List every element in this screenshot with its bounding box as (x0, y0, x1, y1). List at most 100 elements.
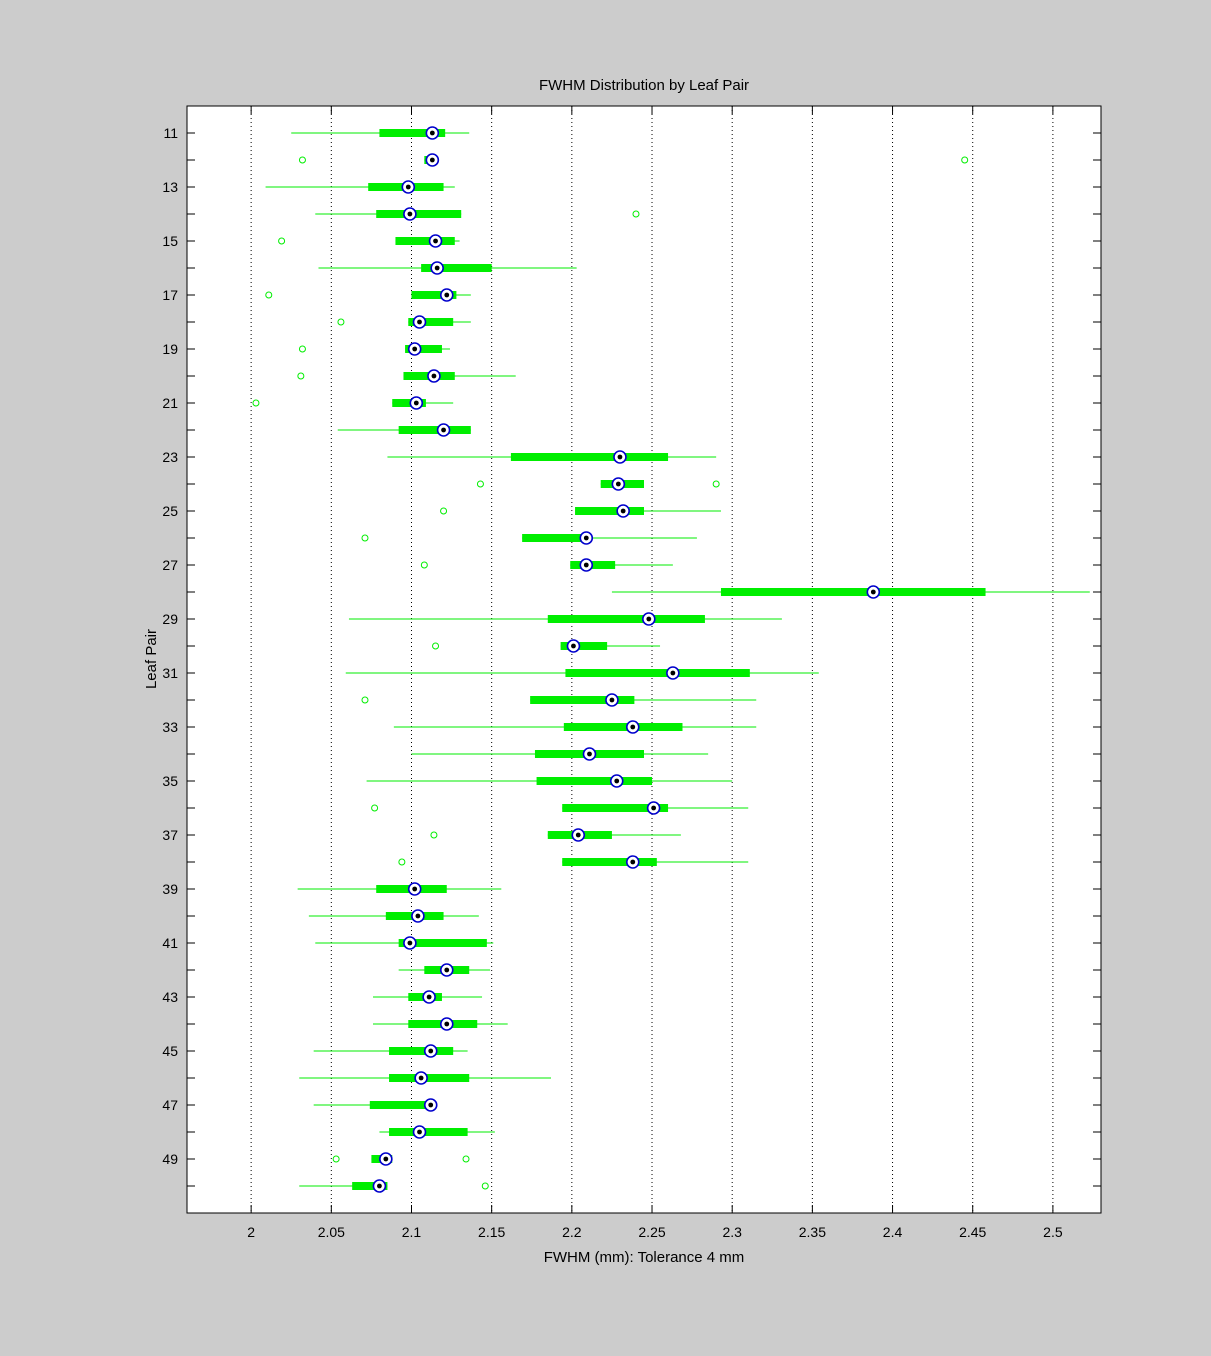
grid-lines (250, 106, 1054, 1213)
box-leaf-pair-20 (297, 369, 516, 383)
box-leaf-pair-24 (476, 477, 720, 491)
iqr-box (522, 534, 590, 542)
box-leaf-pair-30 (432, 639, 661, 653)
y-tick-label: 41 (162, 935, 178, 951)
outlier-point (432, 642, 440, 650)
median-dot (630, 859, 636, 865)
y-tick-label: 21 (162, 395, 178, 411)
outlier-point (337, 318, 345, 326)
median-dot (444, 967, 450, 973)
x-tick-label: 2.5 (1043, 1224, 1063, 1240)
box-leaf-pair-28 (611, 585, 1090, 599)
outlier-point (278, 237, 286, 245)
box-leaf-pair-25 (440, 504, 721, 518)
y-tick-label: 35 (162, 773, 178, 789)
x-tick-label: 2.25 (638, 1224, 665, 1240)
median-dot (587, 751, 592, 757)
iqr-box (398, 426, 471, 434)
box-leaf-pair-14 (315, 207, 640, 221)
box-leaf-pair-19 (298, 342, 450, 356)
plot-frame (186, 105, 1102, 1214)
median-dot (407, 940, 413, 946)
box-leaf-pair-44 (373, 1017, 508, 1031)
box-leaf-pair-32 (361, 693, 757, 707)
outlier-point (430, 831, 438, 839)
box-leaf-pair-47 (313, 1098, 438, 1112)
median-dot (418, 1075, 424, 1081)
box-leaf-pair-18 (337, 315, 471, 329)
y-tick-label: 19 (162, 341, 178, 357)
box-leaf-pair-26 (361, 531, 697, 545)
median-dot (417, 1129, 422, 1135)
outlier-point (481, 1182, 489, 1190)
outlier-point (252, 399, 260, 407)
box-leaf-pair-35 (366, 774, 733, 788)
iqr-box (547, 615, 705, 623)
y-tick-label: 13 (162, 179, 178, 195)
y-tick-label: 25 (162, 503, 178, 519)
y-tick-label: 33 (162, 719, 178, 735)
x-tick-label: 2 (247, 1224, 255, 1240)
x-tick-label: 2.3 (722, 1224, 742, 1240)
x-tick-label: 2.15 (478, 1224, 505, 1240)
iqr-box (379, 129, 446, 137)
iqr-box (395, 237, 455, 245)
median-dot (412, 886, 418, 892)
box-leaf-pair-49 (332, 1152, 470, 1166)
box-leaf-pair-23 (387, 450, 717, 464)
box-leaf-pair-12 (298, 153, 969, 167)
iqr-box (369, 1101, 431, 1109)
median-dot (429, 130, 435, 136)
iqr-box (562, 804, 669, 812)
y-axis-label: Leaf Pair (143, 629, 160, 689)
box-leaf-pair-46 (299, 1071, 551, 1085)
y-tick-label: 39 (162, 881, 178, 897)
median-dot (571, 643, 576, 649)
iqr-box (376, 210, 462, 218)
box-leaf-pair-17 (265, 288, 471, 302)
iqr-box (565, 669, 750, 677)
iqr-box (408, 318, 454, 326)
iqr-box (510, 453, 669, 461)
median-dot (426, 994, 432, 1000)
median-dot (413, 400, 419, 406)
box-leaf-pair-40 (308, 909, 479, 923)
outlier-point (361, 534, 369, 542)
median-dot (617, 454, 623, 460)
y-tick-label: 27 (162, 557, 178, 573)
outlier-point (632, 210, 640, 218)
median-dot (405, 184, 411, 190)
iqr-box (575, 507, 644, 515)
x-tick-label: 2.4 (883, 1224, 903, 1240)
iqr-box (421, 264, 492, 272)
x-tick-label: 2.35 (799, 1224, 826, 1240)
outlier-point (440, 507, 448, 515)
chart-title: FWHM Distribution by Leaf Pair (539, 77, 749, 94)
outlier-point (420, 561, 428, 569)
box-leaf-pair-13 (265, 180, 455, 194)
box-series (252, 126, 1090, 1193)
iqr-box (389, 1128, 468, 1136)
outlier-point (297, 372, 305, 380)
median-dot (444, 292, 450, 298)
outlier-point (298, 345, 306, 353)
median-dot (417, 319, 422, 325)
median-dot (870, 589, 876, 595)
box-leaf-pair-48 (379, 1125, 495, 1139)
median-dot (575, 832, 581, 838)
median-dot (614, 778, 620, 784)
outlier-point (361, 696, 369, 704)
outlier-point (961, 156, 969, 164)
iqr-box (392, 399, 426, 407)
box-leaf-pair-41 (315, 936, 494, 950)
median-dot (583, 562, 589, 568)
median-dot (428, 1102, 434, 1108)
box-leaf-pair-27 (420, 558, 673, 572)
y-tick-label: 43 (162, 989, 178, 1005)
box-leaf-pair-15 (278, 234, 460, 248)
box-leaf-pair-33 (393, 720, 757, 734)
box-leaf-pair-50 (299, 1179, 489, 1193)
median-dot (670, 670, 676, 676)
median-dot (383, 1156, 389, 1162)
plot-area (187, 106, 1101, 1213)
